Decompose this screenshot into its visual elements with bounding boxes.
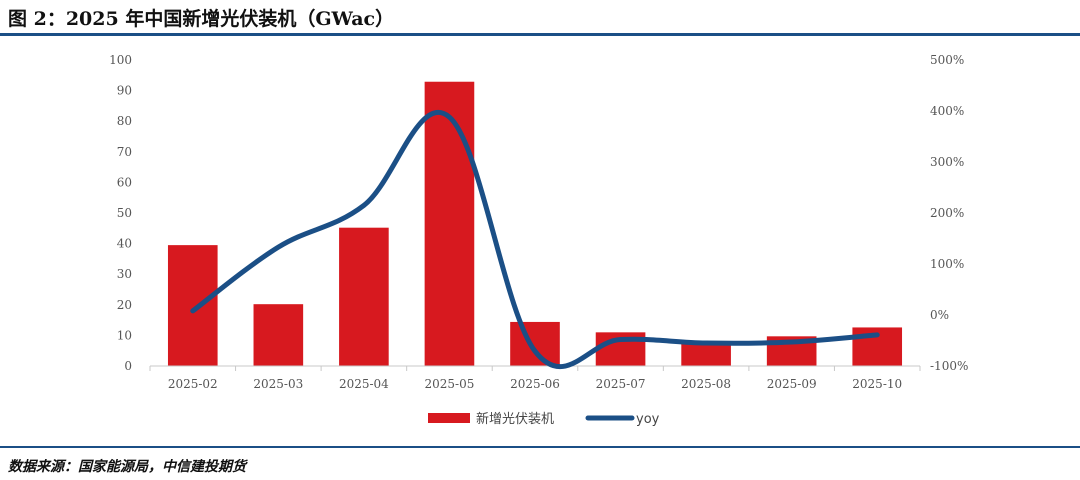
bars [167, 81, 903, 366]
y2-tick-label: 200% [930, 206, 964, 220]
y-tick-label: 30 [117, 267, 132, 281]
x-tick-label: 2025-07 [596, 377, 646, 391]
bar [339, 227, 389, 366]
right-axis: -100% 0% 100% 200% 300% 400% 500% [930, 53, 968, 373]
x-tick-label: 2025-10 [852, 377, 902, 391]
y2-tick-label: 0% [930, 308, 949, 322]
y2-tick-label: 300% [930, 155, 964, 169]
bar [167, 245, 218, 366]
title-rule [0, 33, 1080, 36]
y2-tick-label: -100% [930, 359, 968, 373]
bar [253, 304, 304, 366]
y-tick-label: 20 [117, 298, 132, 312]
x-axis: 2025-02 2025-03 2025-04 2025-05 2025-06 2025-… [149, 365, 921, 391]
x-tick-label: 2025-02 [168, 377, 218, 391]
y-tick-label: 50 [117, 206, 132, 220]
yoy-line [190, 110, 880, 369]
source-rule [0, 446, 1080, 448]
y-tick-label: 40 [117, 237, 132, 251]
bar [681, 343, 731, 366]
x-tick-label: 2025-04 [339, 377, 389, 391]
y-tick-label: 0 [124, 359, 132, 373]
legend-bar-swatch [428, 413, 470, 423]
y-tick-label: 70 [117, 145, 132, 159]
yoy-line-group [190, 110, 880, 369]
bar [510, 321, 560, 366]
y2-tick-label: 500% [930, 53, 964, 67]
y-tick-label: 80 [117, 114, 132, 128]
left-axis: 0 10 20 30 40 50 60 70 80 90 100 [109, 53, 132, 373]
bar [424, 81, 475, 366]
x-tick-label: 2025-06 [510, 377, 560, 391]
y-tick-label: 100 [109, 53, 132, 67]
y2-tick-label: 400% [930, 104, 964, 118]
x-tick-label: 2025-05 [425, 377, 475, 391]
x-tick-label: 2025-09 [767, 377, 817, 391]
x-tick-label: 2025-03 [253, 377, 303, 391]
y-tick-label: 10 [117, 328, 132, 342]
chart-title: 图 2：2025 年中国新增光伏装机（GWac） [8, 8, 395, 30]
legend: 新增光伏装机 yoy [428, 411, 660, 427]
y-tick-label: 90 [117, 84, 132, 98]
y-tick-label: 60 [117, 175, 132, 189]
legend-line-label: yoy [636, 412, 660, 427]
legend-bar-label: 新增光伏装机 [476, 411, 554, 427]
source-note: 数据来源：国家能源局，中信建投期货 [8, 459, 246, 475]
y2-tick-label: 100% [930, 257, 964, 271]
x-tick-label: 2025-08 [681, 377, 731, 391]
